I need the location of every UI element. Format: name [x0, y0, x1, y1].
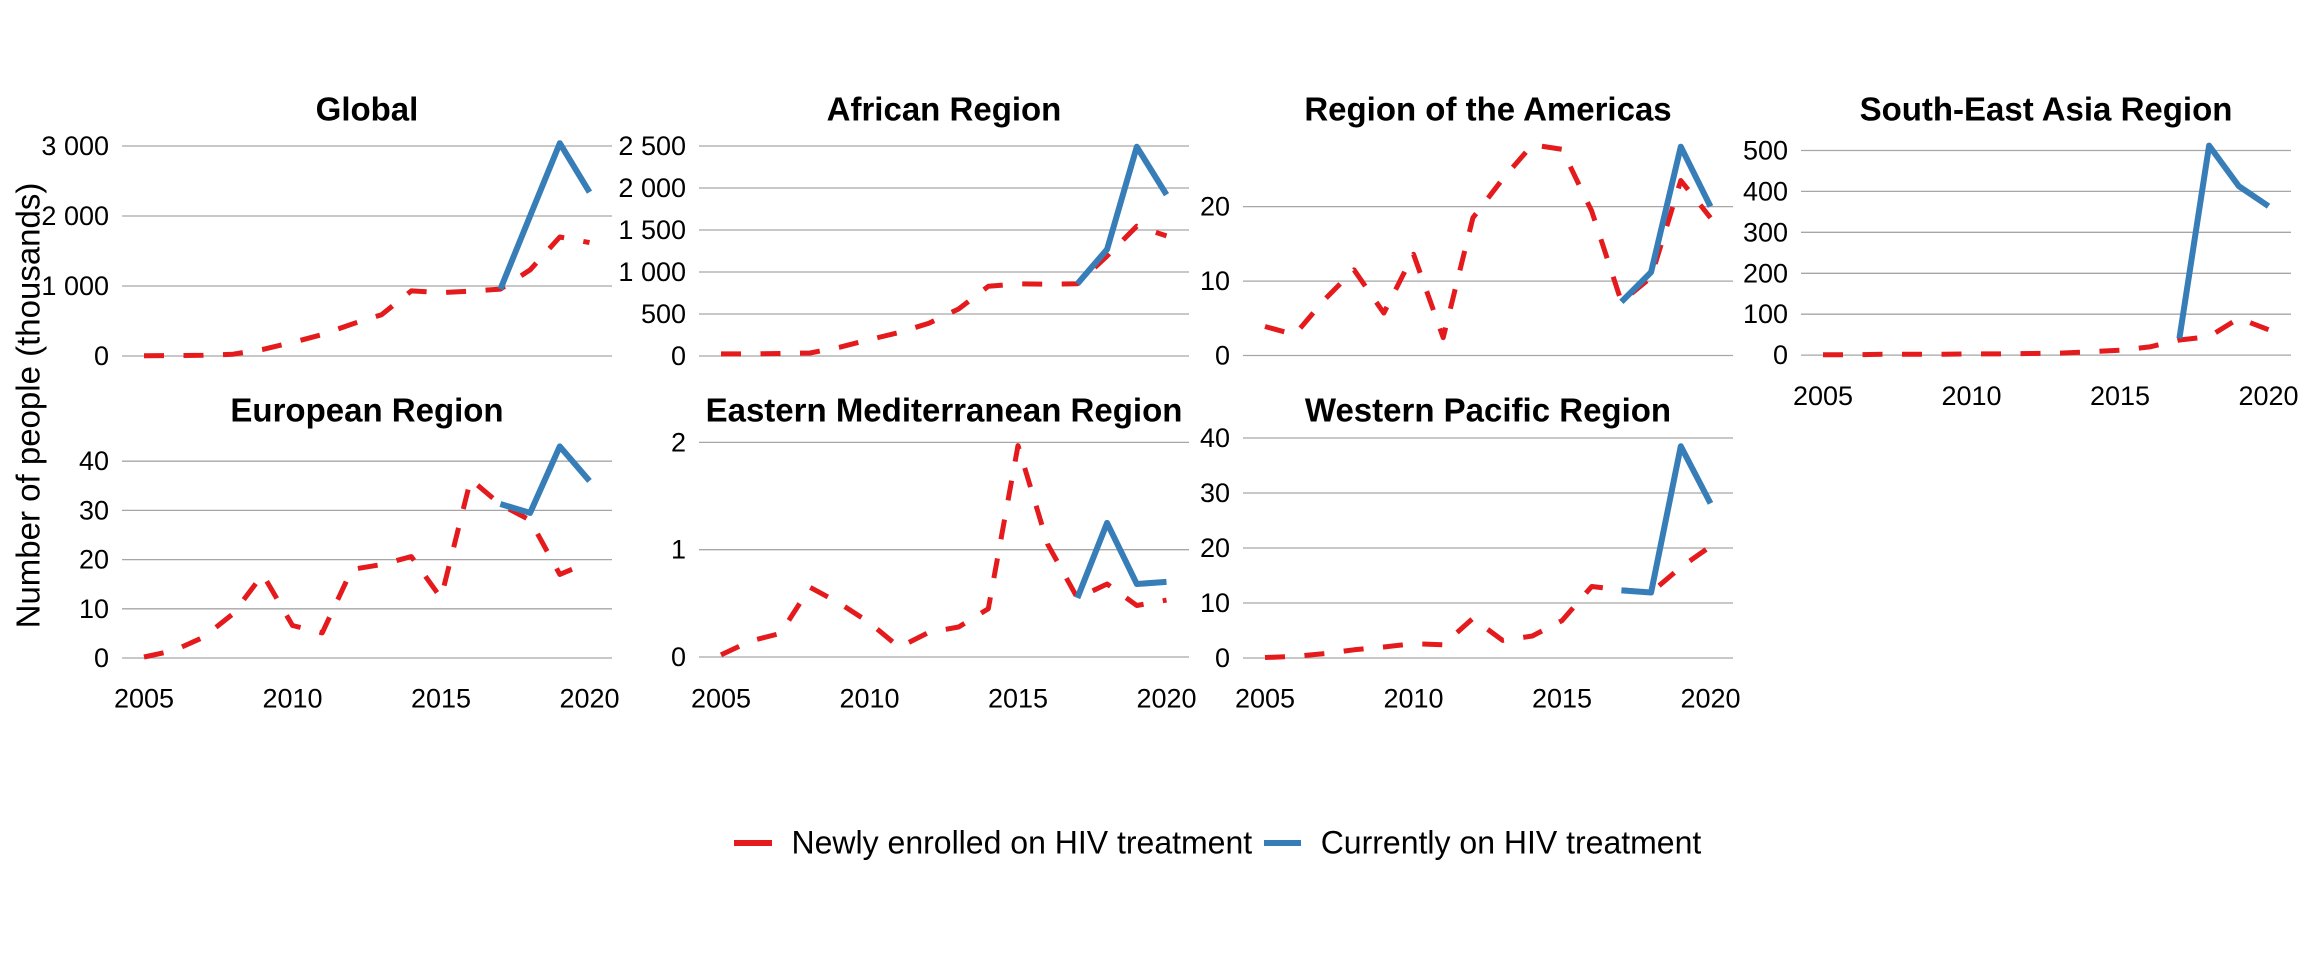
svg-text:500: 500	[641, 299, 686, 329]
svg-text:400: 400	[1743, 176, 1788, 206]
svg-text:Newly enrolled on HIV treatmen: Newly enrolled on HIV treatment	[792, 825, 1253, 861]
svg-text:40: 40	[79, 446, 109, 476]
svg-text:Western Pacific Region: Western Pacific Region	[1305, 392, 1671, 429]
svg-text:2020: 2020	[1680, 684, 1740, 714]
svg-text:100: 100	[1743, 299, 1788, 329]
svg-text:0: 0	[1773, 340, 1788, 370]
svg-text:200: 200	[1743, 258, 1788, 288]
svg-text:2010: 2010	[1383, 684, 1443, 714]
svg-text:20: 20	[1200, 533, 1230, 563]
svg-text:Region of the Americas: Region of the Americas	[1304, 91, 1671, 128]
svg-text:0: 0	[94, 341, 109, 371]
svg-text:1 000: 1 000	[618, 257, 686, 287]
svg-text:African Region: African Region	[827, 91, 1062, 128]
svg-text:0: 0	[671, 341, 686, 371]
svg-text:0: 0	[1215, 341, 1230, 371]
svg-text:2015: 2015	[2090, 381, 2150, 411]
svg-text:Eastern Mediterranean Region: Eastern Mediterranean Region	[706, 392, 1183, 429]
svg-text:2005: 2005	[691, 684, 751, 714]
svg-text:2020: 2020	[2238, 381, 2298, 411]
svg-text:1 500: 1 500	[618, 215, 686, 245]
svg-text:0: 0	[94, 643, 109, 673]
svg-text:2005: 2005	[1235, 684, 1295, 714]
svg-text:500: 500	[1743, 136, 1788, 166]
svg-text:20: 20	[1200, 192, 1230, 222]
svg-text:2015: 2015	[1532, 684, 1592, 714]
svg-text:2 000: 2 000	[41, 201, 109, 231]
svg-text:2005: 2005	[1793, 381, 1853, 411]
svg-text:1: 1	[671, 535, 686, 565]
svg-text:10: 10	[1200, 588, 1230, 618]
svg-text:Currently on HIV treatment: Currently on HIV treatment	[1321, 825, 1702, 861]
svg-text:10: 10	[79, 594, 109, 624]
svg-text:2015: 2015	[411, 684, 471, 714]
svg-text:2020: 2020	[559, 684, 619, 714]
svg-text:Number of people (thousands): Number of people (thousands)	[10, 183, 47, 629]
svg-text:30: 30	[1200, 478, 1230, 508]
svg-text:2020: 2020	[1136, 684, 1196, 714]
svg-text:1 000: 1 000	[41, 271, 109, 301]
svg-text:2015: 2015	[988, 684, 1048, 714]
svg-text:South-East Asia Region: South-East Asia Region	[1860, 91, 2233, 128]
svg-text:2 500: 2 500	[618, 131, 686, 161]
svg-text:2010: 2010	[262, 684, 322, 714]
svg-text:2010: 2010	[839, 684, 899, 714]
svg-text:European Region: European Region	[230, 392, 503, 429]
svg-text:0: 0	[1215, 643, 1230, 673]
svg-text:20: 20	[79, 545, 109, 575]
svg-text:40: 40	[1200, 423, 1230, 453]
svg-text:2005: 2005	[114, 684, 174, 714]
svg-text:2010: 2010	[1941, 381, 2001, 411]
svg-text:2 000: 2 000	[618, 173, 686, 203]
svg-text:Global: Global	[316, 91, 419, 128]
svg-text:300: 300	[1743, 217, 1788, 247]
svg-text:3 000: 3 000	[41, 131, 109, 161]
svg-text:10: 10	[1200, 266, 1230, 296]
svg-text:30: 30	[79, 495, 109, 525]
svg-text:2: 2	[671, 427, 686, 457]
svg-text:0: 0	[671, 642, 686, 672]
